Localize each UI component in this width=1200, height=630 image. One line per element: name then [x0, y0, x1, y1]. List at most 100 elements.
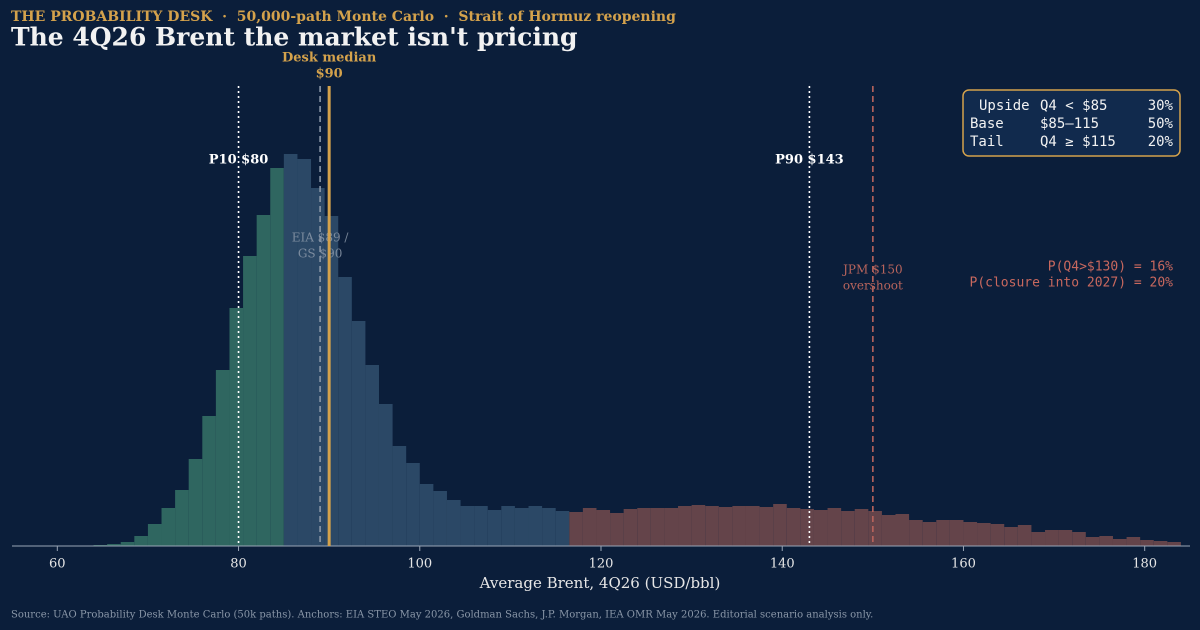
reference-label: JPM $150: [841, 263, 903, 277]
histogram-bar: [474, 506, 488, 546]
source-note: Source: UAO Probability Desk Monte Carlo…: [11, 610, 873, 621]
histogram-bar: [147, 524, 162, 546]
histogram-bar: [270, 168, 284, 546]
histogram-bar: [1140, 540, 1154, 546]
histogram-bar: [854, 509, 869, 546]
histogram-bar: [419, 484, 434, 546]
scenario-cell: 50%: [1148, 116, 1174, 132]
histogram-bar: [378, 404, 393, 546]
histogram-bar: [868, 511, 882, 546]
histogram-bar: [813, 510, 828, 546]
histogram-bar: [311, 188, 325, 546]
scenario-cell: Upside: [979, 98, 1030, 114]
histogram-bar: [759, 507, 774, 546]
reference-label: P10 $80: [209, 153, 269, 168]
histogram-bar: [1085, 537, 1100, 546]
histogram-bar: [243, 256, 257, 546]
histogram-bar: [188, 459, 203, 546]
histogram-bar: [1153, 541, 1168, 546]
scenario-cell: Base: [970, 116, 1004, 132]
histogram-bar: [283, 154, 298, 546]
histogram-bar: [895, 514, 910, 546]
histogram-bar: [664, 508, 679, 546]
scenario-box: [962, 89, 1181, 157]
histogram-bar: [202, 416, 216, 546]
histogram-bar: [1058, 530, 1073, 546]
histogram-bar: [650, 508, 665, 546]
histogram-bar: [1017, 525, 1032, 546]
histogram-bar: [215, 370, 230, 546]
scenario-cell: 30%: [1148, 98, 1174, 114]
histogram-bar: [745, 506, 760, 546]
histogram-bar: [1045, 530, 1059, 546]
histogram-bar: [678, 506, 692, 546]
histogram-bar: [1167, 542, 1181, 546]
tail-note: P(closure into 2027) = 20%: [970, 276, 1174, 291]
histogram-bar: [460, 506, 475, 546]
reference-label: overshoot: [843, 279, 903, 293]
histogram-bar: [1004, 527, 1018, 546]
tail-note: P(Q4>$130) = 16%: [1048, 260, 1173, 275]
histogram-bar: [623, 509, 638, 546]
reference-label: $90: [316, 67, 343, 82]
histogram-bar: [1031, 532, 1046, 546]
histogram-bar: [1099, 536, 1113, 546]
reference-label: EIA $89 /: [292, 231, 350, 245]
histogram-bar: [610, 513, 624, 546]
histogram-bar: [990, 524, 1005, 546]
histogram-bar: [977, 523, 991, 546]
reference-label: Desk median: [282, 51, 377, 66]
histogram-bar: [800, 509, 814, 546]
scenario-cell: Tail: [970, 134, 1004, 150]
scenario-cell: Q4 ≥ $115: [1040, 134, 1116, 150]
histogram-bar: [1112, 539, 1127, 546]
scenario-cell: Q4 < $85: [1040, 98, 1107, 114]
x-tick-label: 180: [1132, 557, 1157, 572]
histogram-bar: [134, 536, 148, 546]
histogram-bar: [297, 159, 312, 546]
histogram-bar: [909, 520, 923, 546]
histogram-bar: [514, 508, 529, 546]
histogram-bar: [718, 507, 733, 546]
histogram-bar: [569, 512, 583, 546]
histogram-bar: [705, 506, 719, 546]
histogram-bar: [596, 510, 611, 546]
histogram-bar: [841, 511, 855, 546]
x-tick-label: 120: [589, 557, 614, 572]
histogram-bar: [637, 508, 651, 546]
histogram-bar: [365, 365, 379, 546]
histogram-bar: [827, 508, 842, 546]
histogram-bar: [256, 215, 271, 546]
histogram-bar: [446, 500, 461, 546]
histogram-bar: [949, 520, 964, 546]
x-tick-label: 60: [49, 557, 66, 572]
x-axis-label: Average Brent, 4Q26 (USD/bbl): [479, 574, 721, 592]
histogram-bar: [107, 544, 121, 546]
histogram-bar: [773, 504, 787, 546]
histogram-bar: [582, 508, 597, 546]
histogram-bar: [542, 508, 556, 546]
histogram-bar: [338, 277, 352, 546]
histogram-bar: [433, 491, 447, 546]
histogram-bar: [936, 520, 950, 546]
histogram-bar: [406, 463, 420, 546]
chart-title: The 4Q26 Brent the market isn't pricing: [11, 23, 578, 52]
histogram-bar: [691, 505, 706, 546]
histogram-bar: [392, 446, 407, 546]
histogram-bar: [1072, 532, 1086, 546]
histogram-bar: [501, 506, 515, 546]
histogram-bar: [229, 308, 244, 546]
kicker: THE PROBABILITY DESK · 50,000-path Monte…: [11, 9, 676, 25]
scenario-cell: 20%: [1148, 134, 1174, 150]
histogram-bar: [786, 508, 801, 546]
histogram-bar: [922, 522, 937, 546]
histogram-bar: [175, 490, 189, 546]
x-tick-label: 140: [770, 557, 795, 572]
histogram-bar: [161, 508, 176, 546]
x-tick-label: 80: [230, 557, 247, 572]
histogram-bar: [324, 216, 339, 546]
histogram-bar: [487, 510, 502, 546]
x-tick-label: 160: [951, 557, 976, 572]
